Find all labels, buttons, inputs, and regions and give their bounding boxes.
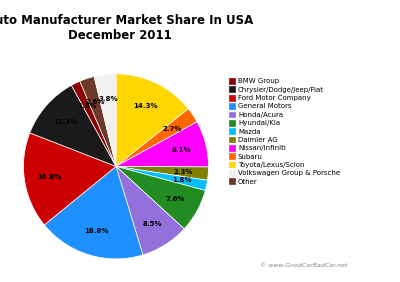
Text: 14.3%: 14.3% [133, 103, 158, 109]
Text: 1.8%: 1.8% [172, 177, 192, 183]
Text: 2.3%: 2.3% [174, 169, 193, 175]
Text: 16.8%: 16.8% [37, 174, 62, 180]
Text: © www.GoodCarBadCar.net: © www.GoodCarBadCar.net [260, 263, 348, 268]
Wedge shape [94, 74, 116, 166]
Wedge shape [30, 85, 116, 166]
Wedge shape [116, 74, 188, 166]
Text: 3.8%: 3.8% [98, 96, 118, 102]
Legend: BMW Group, Chrysler/Dodge/Jeep/Fiat, Ford Motor Company, General Motors, Honda/A: BMW Group, Chrysler/Dodge/Jeep/Fiat, For… [228, 77, 342, 186]
Text: 7.6%: 7.6% [166, 196, 185, 202]
Text: 11.1%: 11.1% [53, 119, 78, 125]
Text: Auto Manufacturer Market Share In USA
December 2011: Auto Manufacturer Market Share In USA De… [0, 14, 254, 42]
Wedge shape [116, 109, 197, 166]
Wedge shape [116, 122, 208, 167]
Text: 18.8%: 18.8% [84, 228, 108, 234]
Wedge shape [116, 166, 208, 180]
Text: 2.7%: 2.7% [162, 126, 182, 132]
Wedge shape [116, 166, 205, 229]
Wedge shape [116, 166, 184, 255]
Wedge shape [116, 166, 208, 191]
Text: 1.6%: 1.6% [77, 103, 96, 109]
Wedge shape [80, 76, 116, 166]
Wedge shape [72, 81, 116, 166]
Wedge shape [24, 133, 116, 225]
Text: 8.5%: 8.5% [142, 221, 162, 226]
Text: 2.6%: 2.6% [85, 99, 104, 105]
Text: 8.1%: 8.1% [172, 147, 191, 153]
Wedge shape [44, 166, 143, 259]
